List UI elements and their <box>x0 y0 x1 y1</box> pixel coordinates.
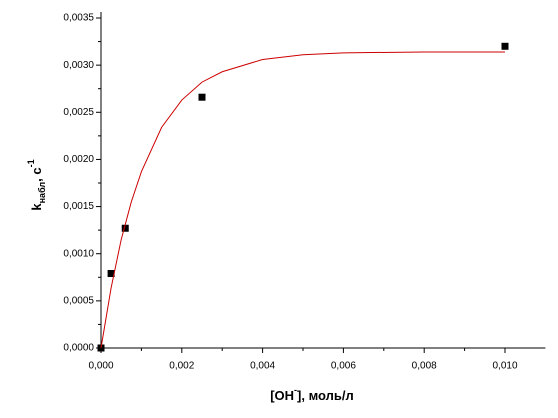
y-tick-label: 0,0010 <box>63 248 94 259</box>
y-axis-label: kнабл, c-1 <box>26 159 47 210</box>
y-tick-label: 0,0030 <box>63 60 94 71</box>
x-tick-label: 0,010 <box>492 361 517 372</box>
y-tick-label: 0,0005 <box>63 295 94 306</box>
x-label-main: [OH <box>270 388 294 403</box>
fit-line <box>100 51 505 349</box>
x-tick-label: 0,006 <box>331 361 356 372</box>
y-tick-label: 0,0025 <box>63 107 94 118</box>
x-tick-label: 0,004 <box>250 361 275 372</box>
x-tick-label: 0,000 <box>88 361 113 372</box>
y-tick-label: 0,0035 <box>63 13 94 24</box>
x-tick-label: 0,008 <box>412 361 437 372</box>
y-label-rest: , c <box>29 167 44 181</box>
y-label-main: k <box>29 203 44 211</box>
x-label-rest: ], моль/л <box>297 388 354 403</box>
x-label-sup: - <box>294 385 297 395</box>
y-tick-label: 0,0015 <box>63 201 94 212</box>
data-point <box>501 42 509 50</box>
x-tick-label: 0,002 <box>169 361 194 372</box>
x-axis-label: [OH-], моль/л <box>270 385 354 403</box>
y-tick-label: 0,0000 <box>63 343 94 354</box>
y-label-sub: набл <box>37 182 47 204</box>
y-tick-label: 0,0020 <box>63 154 94 165</box>
data-point <box>107 270 115 278</box>
data-point <box>121 224 129 232</box>
y-label-sup: -1 <box>26 159 36 167</box>
data-point <box>198 93 206 101</box>
